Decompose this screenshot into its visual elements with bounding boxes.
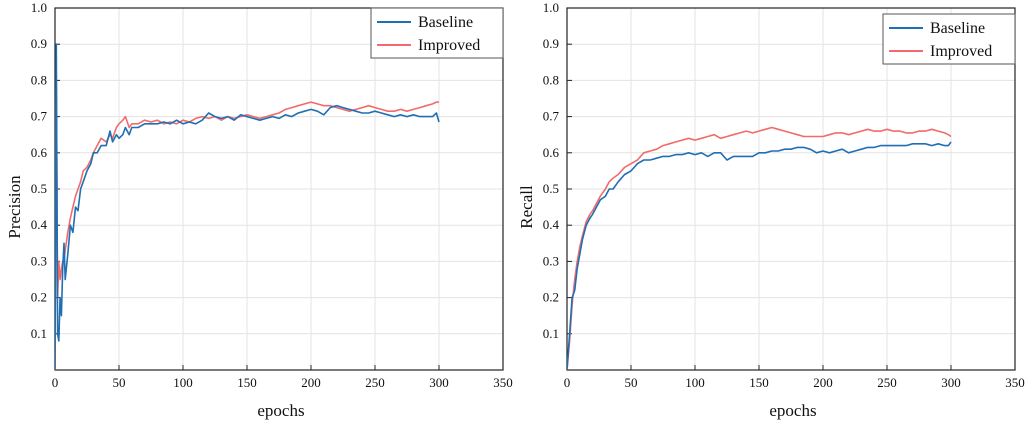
y-tick-label: 1.0 xyxy=(543,0,559,15)
legend-label: Baseline xyxy=(930,20,985,37)
legend-label: Baseline xyxy=(418,14,473,31)
y-tick-label: 0.6 xyxy=(543,145,560,160)
legend-box xyxy=(882,13,1016,65)
y-tick-label: 0.4 xyxy=(31,217,48,232)
x-tick-label: 100 xyxy=(173,375,193,390)
y-tick-label: 1.0 xyxy=(31,0,47,15)
y-tick-label: 0.1 xyxy=(31,326,47,341)
series-line-improved xyxy=(567,126,952,370)
x-tick-label: 150 xyxy=(749,375,769,390)
x-tick-label: 0 xyxy=(52,375,59,390)
x-tick-label: 300 xyxy=(941,375,961,390)
legend-label: Improved xyxy=(418,37,480,54)
y-tick-label: 0.2 xyxy=(31,290,47,305)
legend: Baseline Improved xyxy=(882,13,1016,65)
y-tick-label: 0.3 xyxy=(543,253,559,268)
series-line-baseline xyxy=(55,43,440,370)
recall-chart-panel: 0 50 100 150 200 250 300 3500.10.20.30.40.50.60… xyxy=(517,0,1025,420)
x-axis-label: epochs xyxy=(769,401,816,420)
y-tick-label: 0.6 xyxy=(31,145,48,160)
y-axis-label: Recall xyxy=(517,185,536,229)
y-axis-ticks: 0.1 0.2 0.3 0.4 0.5 0.6 0.7 0.8 0.9 1.0 xyxy=(31,0,60,341)
x-tick-label: 200 xyxy=(301,375,321,390)
grid xyxy=(55,7,504,370)
y-tick-label: 0.7 xyxy=(31,109,48,124)
y-tick-label: 0.5 xyxy=(31,181,47,196)
y-tick-label: 0.1 xyxy=(543,326,559,341)
y-tick-label: 0.7 xyxy=(543,109,560,124)
x-tick-label: 300 xyxy=(429,375,449,390)
x-tick-label: 0 xyxy=(564,375,571,390)
x-tick-label: 50 xyxy=(113,375,126,390)
y-tick-label: 0.8 xyxy=(543,72,559,87)
legend-label: Improved xyxy=(930,43,992,60)
x-tick-label: 250 xyxy=(877,375,897,390)
series-lines xyxy=(567,126,952,370)
x-tick-label: 350 xyxy=(1005,375,1025,390)
x-tick-label: 100 xyxy=(685,375,705,390)
y-tick-label: 0.9 xyxy=(31,36,47,51)
y-tick-label: 0.9 xyxy=(543,36,559,51)
legend: Baseline Improved xyxy=(370,7,504,59)
series-lines xyxy=(55,43,440,370)
x-tick-label: 350 xyxy=(493,375,513,390)
precision-chart-panel: 0 50 100 150 200 250 300 3500.10.20.30.40.50.60… xyxy=(5,0,513,420)
x-axis-ticks: 0 50 100 150 200 250 300 350 xyxy=(52,365,513,390)
y-axis-label: Precision xyxy=(5,175,24,239)
legend-box xyxy=(370,7,504,59)
y-axis-ticks: 0.1 0.2 0.3 0.4 0.5 0.6 0.7 0.8 0.9 1.0 xyxy=(543,0,572,341)
y-tick-label: 0.5 xyxy=(543,181,559,196)
x-tick-label: 200 xyxy=(813,375,833,390)
y-tick-label: 0.8 xyxy=(31,72,47,87)
x-axis-label: epochs xyxy=(257,401,304,420)
y-tick-label: 0.4 xyxy=(543,217,560,232)
x-tick-label: 250 xyxy=(365,375,385,390)
x-tick-label: 50 xyxy=(625,375,638,390)
x-axis-ticks: 0 50 100 150 200 250 300 350 xyxy=(564,365,1025,390)
series-line-baseline xyxy=(567,141,952,370)
y-tick-label: 0.2 xyxy=(543,290,559,305)
x-tick-label: 150 xyxy=(237,375,257,390)
y-tick-label: 0.3 xyxy=(31,253,47,268)
series-line-improved xyxy=(55,79,439,370)
